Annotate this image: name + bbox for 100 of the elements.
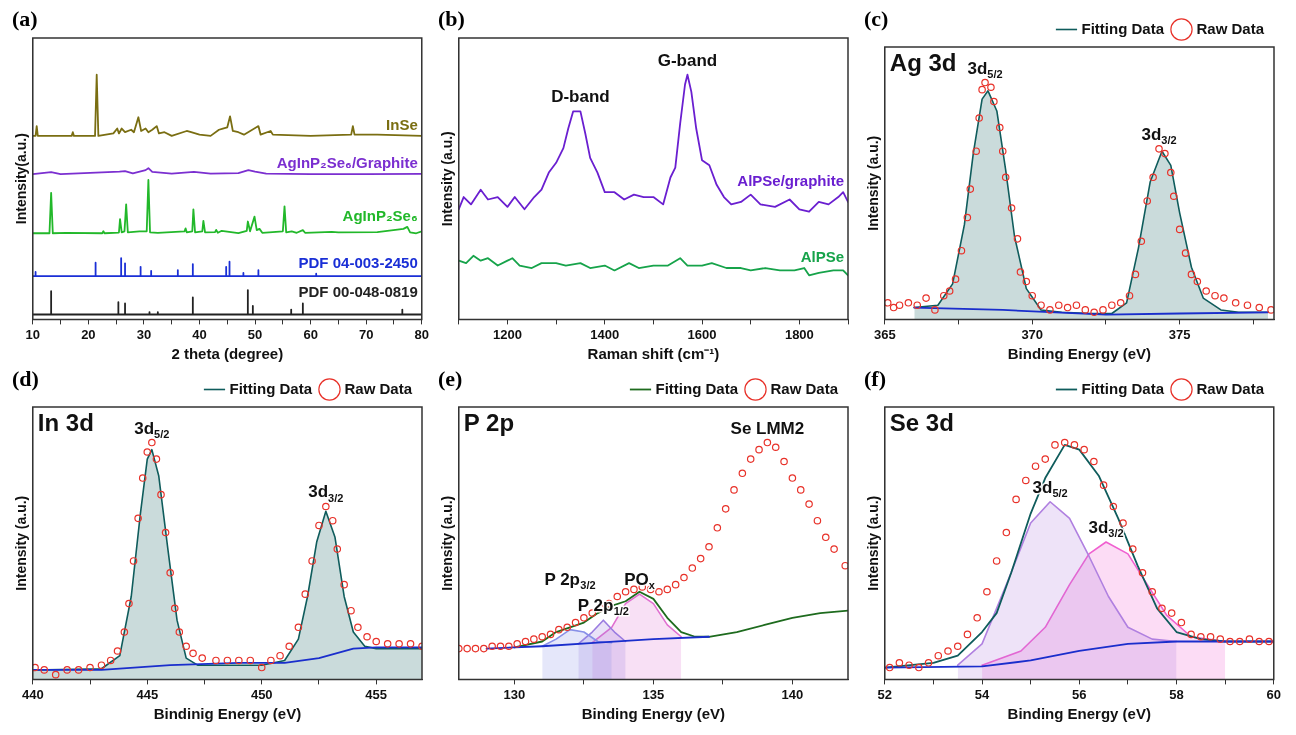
series-label: AgInP₂Se₆ — [342, 206, 418, 224]
x-tick-label: 40 — [192, 326, 207, 342]
point — [74, 666, 83, 674]
point — [1206, 632, 1215, 641]
point — [904, 299, 913, 307]
x-tick-label: 365 — [873, 326, 896, 342]
point — [951, 275, 960, 283]
point — [1028, 291, 1037, 300]
point — [1041, 455, 1050, 463]
point — [1231, 299, 1240, 307]
point — [830, 545, 838, 553]
point — [1255, 303, 1264, 312]
point — [1255, 637, 1263, 646]
point — [555, 625, 563, 634]
point — [1175, 225, 1184, 234]
legend-label: Fitting Data — [1081, 379, 1165, 397]
point — [885, 663, 894, 672]
x-tick-label: 1800 — [784, 326, 814, 342]
x-tick-label: 52 — [877, 686, 893, 702]
point — [315, 521, 323, 530]
chart-title: P 2p — [463, 409, 515, 436]
point — [1022, 476, 1030, 485]
point — [166, 569, 174, 577]
point — [978, 85, 986, 94]
point — [924, 659, 933, 667]
point — [157, 490, 165, 499]
x-tick-label: 135 — [642, 686, 665, 702]
point — [1197, 632, 1205, 641]
point — [496, 642, 505, 651]
point — [51, 670, 60, 679]
point — [1216, 635, 1225, 643]
x-axis-title: 2 theta (degree) — [171, 345, 284, 363]
annotation: Se LMM2 — [730, 418, 805, 438]
x-tick-label: 30 — [136, 326, 152, 342]
point — [1148, 587, 1157, 596]
legend-label: Raw Data — [344, 379, 413, 397]
x-tick-label: 130 — [503, 686, 526, 702]
point — [1060, 438, 1069, 447]
point — [1169, 192, 1178, 201]
point — [1131, 270, 1140, 279]
point — [884, 299, 892, 307]
point — [546, 630, 555, 639]
point — [913, 301, 922, 309]
point — [1138, 569, 1147, 577]
x-tick-label: 60 — [1266, 686, 1281, 702]
point — [945, 287, 954, 295]
x-tick-label: 1200 — [492, 326, 522, 342]
x-tick-label: 1600 — [687, 326, 717, 342]
point — [613, 592, 622, 601]
point — [189, 649, 197, 658]
point — [285, 642, 294, 651]
point — [1007, 204, 1016, 212]
point — [125, 599, 133, 608]
point — [1022, 277, 1031, 286]
x-tick-label: 440 — [21, 686, 44, 702]
point — [730, 486, 738, 494]
point — [1245, 635, 1254, 643]
series-label: PDF 04-003-2450 — [298, 253, 418, 271]
point — [1063, 303, 1072, 312]
point — [363, 632, 371, 641]
point — [746, 455, 755, 463]
x-tick-label: 445 — [136, 686, 159, 702]
y-axis-title: Intensity (a.u.) — [439, 131, 456, 227]
point — [821, 533, 830, 542]
point — [895, 301, 904, 309]
series-label: AgInP₂Se₆/Graphite — [276, 153, 418, 171]
point — [990, 97, 998, 106]
text: (d) — [12, 366, 39, 392]
point — [1161, 149, 1169, 158]
point — [372, 637, 381, 646]
point — [86, 663, 94, 672]
point — [944, 647, 952, 655]
point — [1013, 235, 1022, 243]
x-tick-label: 140 — [781, 686, 804, 702]
point — [340, 580, 348, 589]
chart-title: Ag 3d — [889, 49, 957, 76]
text: (c) — [864, 6, 889, 32]
legend-label: Raw Data — [1196, 19, 1265, 37]
point — [257, 663, 266, 672]
x-axis-title: Bindinig Energy (eV) — [153, 705, 302, 723]
x-tick-label: 56 — [1072, 686, 1087, 702]
point — [267, 656, 275, 665]
legend-label: Raw Data — [1196, 379, 1265, 397]
series-label: InSe — [386, 115, 418, 133]
point — [40, 666, 49, 674]
point — [175, 628, 184, 636]
chart-title: Se 3d — [889, 409, 954, 436]
point — [1090, 308, 1098, 317]
point — [406, 640, 415, 648]
point — [1155, 145, 1163, 153]
x-tick-label: 58 — [1169, 686, 1184, 702]
point — [1037, 301, 1045, 309]
point — [129, 557, 138, 565]
point — [713, 524, 722, 532]
point — [480, 644, 488, 653]
point — [97, 661, 106, 669]
point — [308, 557, 316, 565]
point — [738, 469, 747, 478]
x-tick-label: 370 — [1021, 326, 1044, 342]
point — [895, 659, 904, 667]
